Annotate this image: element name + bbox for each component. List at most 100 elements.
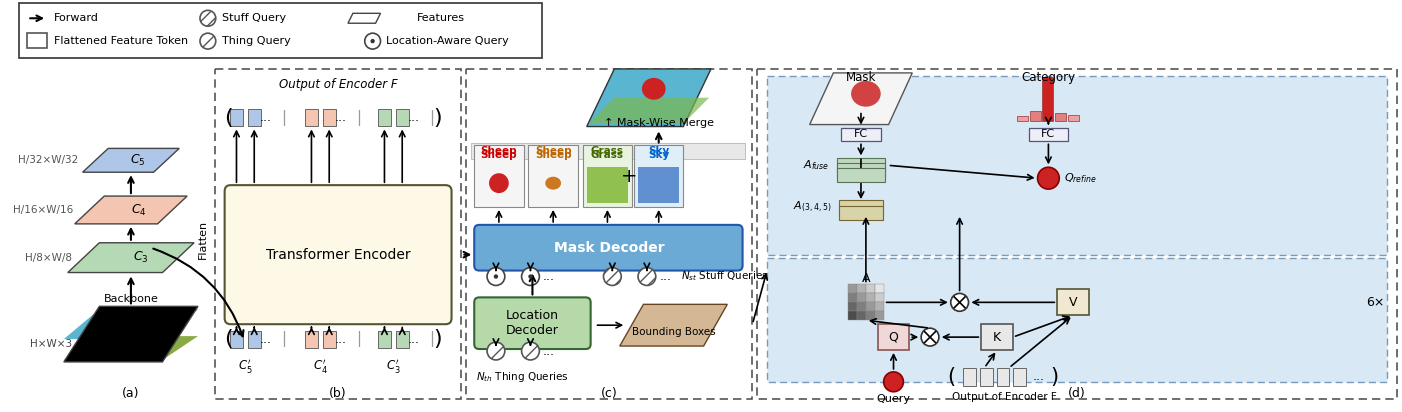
Bar bbox=[878, 324, 910, 350]
Text: $A_{(3,4,5)}$: $A_{(3,4,5)}$ bbox=[794, 200, 831, 214]
Circle shape bbox=[951, 293, 969, 311]
Ellipse shape bbox=[642, 78, 666, 100]
Text: ...: ... bbox=[1032, 370, 1044, 383]
Polygon shape bbox=[64, 306, 198, 362]
Polygon shape bbox=[810, 73, 913, 124]
Polygon shape bbox=[64, 309, 198, 339]
Text: Mask: Mask bbox=[845, 71, 876, 84]
Bar bbox=[1068, 115, 1080, 121]
Bar bbox=[875, 311, 883, 320]
Bar bbox=[1016, 116, 1028, 121]
Text: |: | bbox=[356, 110, 362, 126]
Bar bbox=[866, 293, 875, 302]
Circle shape bbox=[494, 274, 498, 279]
Circle shape bbox=[883, 372, 903, 392]
Circle shape bbox=[522, 342, 540, 360]
Bar bbox=[471, 143, 744, 159]
Circle shape bbox=[365, 33, 380, 49]
Text: H×W×3: H×W×3 bbox=[29, 339, 72, 349]
Bar bbox=[230, 109, 243, 126]
Ellipse shape bbox=[851, 81, 880, 107]
Bar bbox=[963, 368, 976, 386]
Text: ...: ... bbox=[408, 332, 421, 346]
Text: |: | bbox=[282, 331, 286, 347]
Text: FC: FC bbox=[854, 129, 868, 140]
Bar bbox=[1029, 128, 1068, 141]
Text: Q: Q bbox=[889, 330, 899, 344]
Text: $C_3$: $C_3$ bbox=[133, 250, 149, 265]
Text: Sky: Sky bbox=[648, 150, 669, 160]
Bar bbox=[215, 69, 461, 399]
Bar bbox=[306, 331, 318, 348]
Bar bbox=[395, 109, 408, 126]
Text: Flatten: Flatten bbox=[198, 220, 207, 259]
Bar bbox=[322, 109, 335, 126]
Text: ...: ... bbox=[261, 332, 272, 346]
Bar bbox=[875, 293, 883, 302]
Text: $N_{st}$ Stuff Queries: $N_{st}$ Stuff Queries bbox=[681, 269, 768, 283]
Circle shape bbox=[486, 342, 505, 360]
Bar bbox=[583, 145, 632, 207]
Bar bbox=[1029, 111, 1040, 121]
Ellipse shape bbox=[489, 173, 509, 193]
Text: ...: ... bbox=[335, 111, 348, 124]
Bar bbox=[840, 200, 883, 214]
Bar bbox=[857, 293, 866, 302]
Text: FC: FC bbox=[1042, 129, 1056, 140]
Circle shape bbox=[522, 267, 540, 286]
Text: ...: ... bbox=[261, 111, 272, 124]
Text: $C_4$: $C_4$ bbox=[130, 202, 147, 218]
Text: ...: ... bbox=[335, 332, 348, 346]
Text: |: | bbox=[429, 110, 435, 126]
Bar bbox=[837, 168, 885, 182]
Text: (d): (d) bbox=[1068, 387, 1087, 400]
Text: (b): (b) bbox=[329, 387, 346, 400]
Text: $C_4'$: $C_4'$ bbox=[313, 357, 328, 375]
Bar bbox=[857, 284, 866, 293]
Text: H/8×W/8: H/8×W/8 bbox=[25, 253, 72, 262]
Text: H/16×W/16: H/16×W/16 bbox=[14, 205, 74, 215]
Bar bbox=[848, 311, 857, 320]
Circle shape bbox=[200, 10, 216, 26]
Bar bbox=[1014, 368, 1026, 386]
Text: ...: ... bbox=[408, 111, 421, 124]
Text: Bounding Boxes: Bounding Boxes bbox=[632, 327, 715, 337]
Bar bbox=[586, 167, 628, 203]
Text: H/32×W/32: H/32×W/32 bbox=[18, 155, 79, 165]
Text: Location-Aware Query: Location-Aware Query bbox=[387, 36, 509, 46]
Text: Output of Encoder F: Output of Encoder F bbox=[279, 78, 397, 91]
Text: ...: ... bbox=[543, 344, 554, 358]
Bar bbox=[322, 331, 335, 348]
Bar bbox=[866, 284, 875, 293]
FancyBboxPatch shape bbox=[474, 297, 590, 349]
Bar bbox=[248, 331, 261, 348]
Text: Features: Features bbox=[416, 13, 465, 23]
Text: $N_{th}$ Thing Queries: $N_{th}$ Thing Queries bbox=[477, 370, 569, 384]
Bar bbox=[395, 331, 408, 348]
Bar bbox=[875, 302, 883, 311]
Bar bbox=[841, 128, 880, 141]
Text: $C_3'$: $C_3'$ bbox=[386, 357, 401, 375]
Bar bbox=[20, 3, 543, 58]
Text: Sheep: Sheep bbox=[534, 146, 572, 157]
Text: ): ) bbox=[1050, 367, 1059, 387]
Ellipse shape bbox=[545, 177, 561, 190]
Text: 6×: 6× bbox=[1366, 296, 1384, 309]
Text: (: ( bbox=[948, 367, 956, 387]
Text: A: A bbox=[862, 272, 871, 285]
Text: $C_5'$: $C_5'$ bbox=[238, 357, 252, 375]
Bar bbox=[467, 69, 753, 399]
Text: (: ( bbox=[224, 108, 233, 128]
Polygon shape bbox=[348, 13, 380, 23]
Text: Mask Decoder: Mask Decoder bbox=[554, 241, 665, 255]
Bar bbox=[981, 324, 1012, 350]
Text: K: K bbox=[993, 330, 1001, 344]
Bar bbox=[230, 331, 243, 348]
Circle shape bbox=[921, 328, 939, 346]
Bar bbox=[837, 163, 885, 177]
Bar bbox=[857, 311, 866, 320]
Bar bbox=[875, 284, 883, 293]
Circle shape bbox=[638, 267, 656, 286]
Bar bbox=[1057, 290, 1089, 315]
Bar bbox=[638, 167, 680, 203]
